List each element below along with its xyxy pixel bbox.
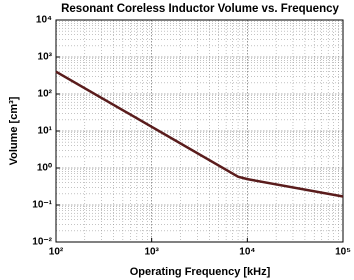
y-tick-label: 10⁻² (32, 237, 52, 248)
y-tick-label: 10⁻¹ (32, 200, 52, 211)
data-line (55, 70, 344, 198)
x-tick-label: 10² (49, 247, 64, 258)
y-axis-label: Volume [cm³] (8, 96, 20, 165)
y-tick-label: 10¹ (38, 126, 53, 137)
y-tick-label: 10⁰ (37, 163, 52, 174)
y-tick-label: 10² (38, 89, 53, 100)
x-axis-label: Operating Frequency [kHz] (130, 266, 271, 278)
x-tick-label: 10⁴ (239, 247, 255, 258)
x-tick-label: 10⁵ (335, 247, 351, 258)
plot-frame (55, 19, 344, 243)
x-tick-label: 10³ (144, 247, 159, 258)
y-tick-label: 10³ (38, 52, 53, 63)
chart-title: Resonant Coreless Inductor Volume vs. Fr… (61, 3, 339, 15)
y-tick-label: 10⁴ (36, 15, 52, 26)
